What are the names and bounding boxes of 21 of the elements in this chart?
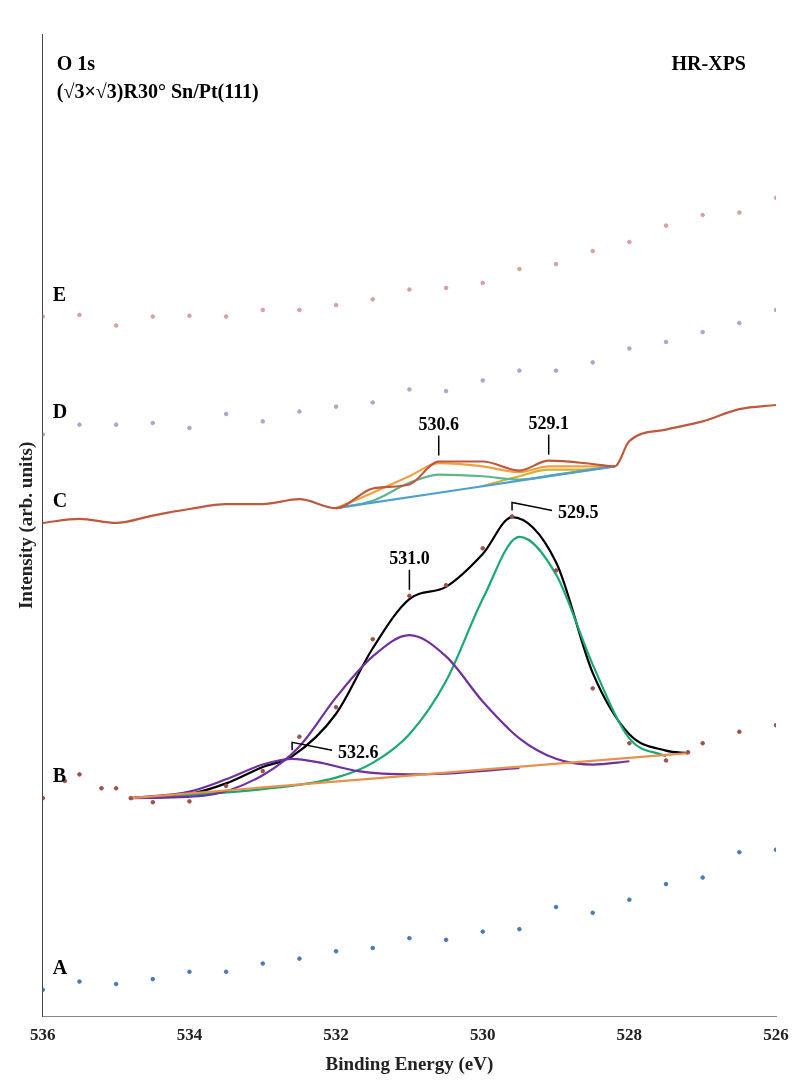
text: A bbox=[52, 955, 68, 978]
chart-title: O 1s bbox=[56, 52, 96, 74]
annotation: 529.5 bbox=[558, 502, 599, 523]
annotation: 529.1 bbox=[528, 412, 569, 433]
annotation: 530.6 bbox=[418, 413, 459, 434]
annotation: 532.6 bbox=[338, 742, 379, 763]
text: E bbox=[52, 282, 67, 305]
text: HR-XPS bbox=[671, 52, 746, 74]
text: D bbox=[52, 400, 68, 423]
annotation: 531.0 bbox=[389, 547, 430, 568]
series-label: C bbox=[52, 488, 68, 511]
y-axis-title: Intensity (arb. units) bbox=[15, 441, 38, 610]
x-axis-title: Binding Energy (eV) bbox=[325, 1052, 494, 1075]
x-tick-label: 530 bbox=[469, 1025, 496, 1045]
x-tick-label: 528 bbox=[616, 1025, 643, 1045]
chart-subtitle: (√3×√3)R30° Sn/Pt(111) bbox=[56, 80, 259, 103]
x-tick-label: 536 bbox=[30, 1025, 56, 1045]
x-tick-label: 526 bbox=[763, 1025, 789, 1045]
x-tick-label: 534 bbox=[176, 1025, 203, 1045]
text: B bbox=[52, 764, 67, 787]
x-tick-label: 532 bbox=[323, 1025, 349, 1045]
